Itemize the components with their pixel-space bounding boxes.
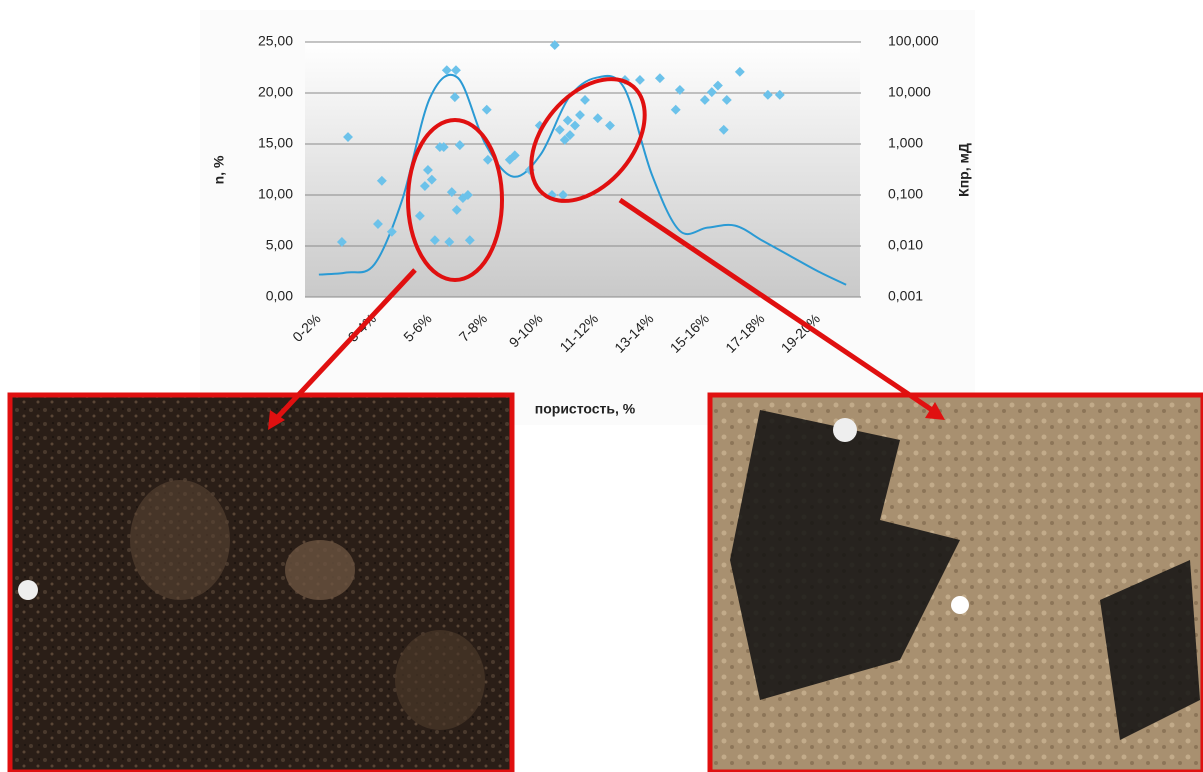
y-tick-label: 20,00	[258, 84, 293, 100]
photo-right	[710, 395, 1203, 772]
y2-tick-label: 0,001	[888, 288, 923, 304]
y2-tick-label: 100,000	[888, 33, 939, 49]
y-tick-label: 5,00	[266, 237, 293, 253]
y2-tick-label: 0,010	[888, 237, 923, 253]
y-tick-label: 15,00	[258, 135, 293, 151]
y-axis-title: n, %	[211, 155, 227, 184]
y2-tick-label: 1,000	[888, 135, 923, 151]
photo-left	[10, 395, 512, 772]
page: {"chart_data": {"type": "line", "x_label…	[0, 0, 1203, 772]
y-tick-label: 10,00	[258, 186, 293, 202]
chart: 0,00 5,00 10,00 15,00 20,00 25,00 0,001 0,010 0,…	[0, 0, 1203, 772]
y-tick-label: 0,00	[266, 288, 293, 304]
y2-axis-title: Кпр, мД	[956, 143, 972, 197]
x-axis-title: пористость, %	[535, 401, 636, 417]
plot-area	[305, 42, 860, 297]
y2-tick-label: 10,000	[888, 84, 931, 100]
y-tick-label: 25,00	[258, 33, 293, 49]
y2-tick-label: 0,100	[888, 186, 923, 202]
